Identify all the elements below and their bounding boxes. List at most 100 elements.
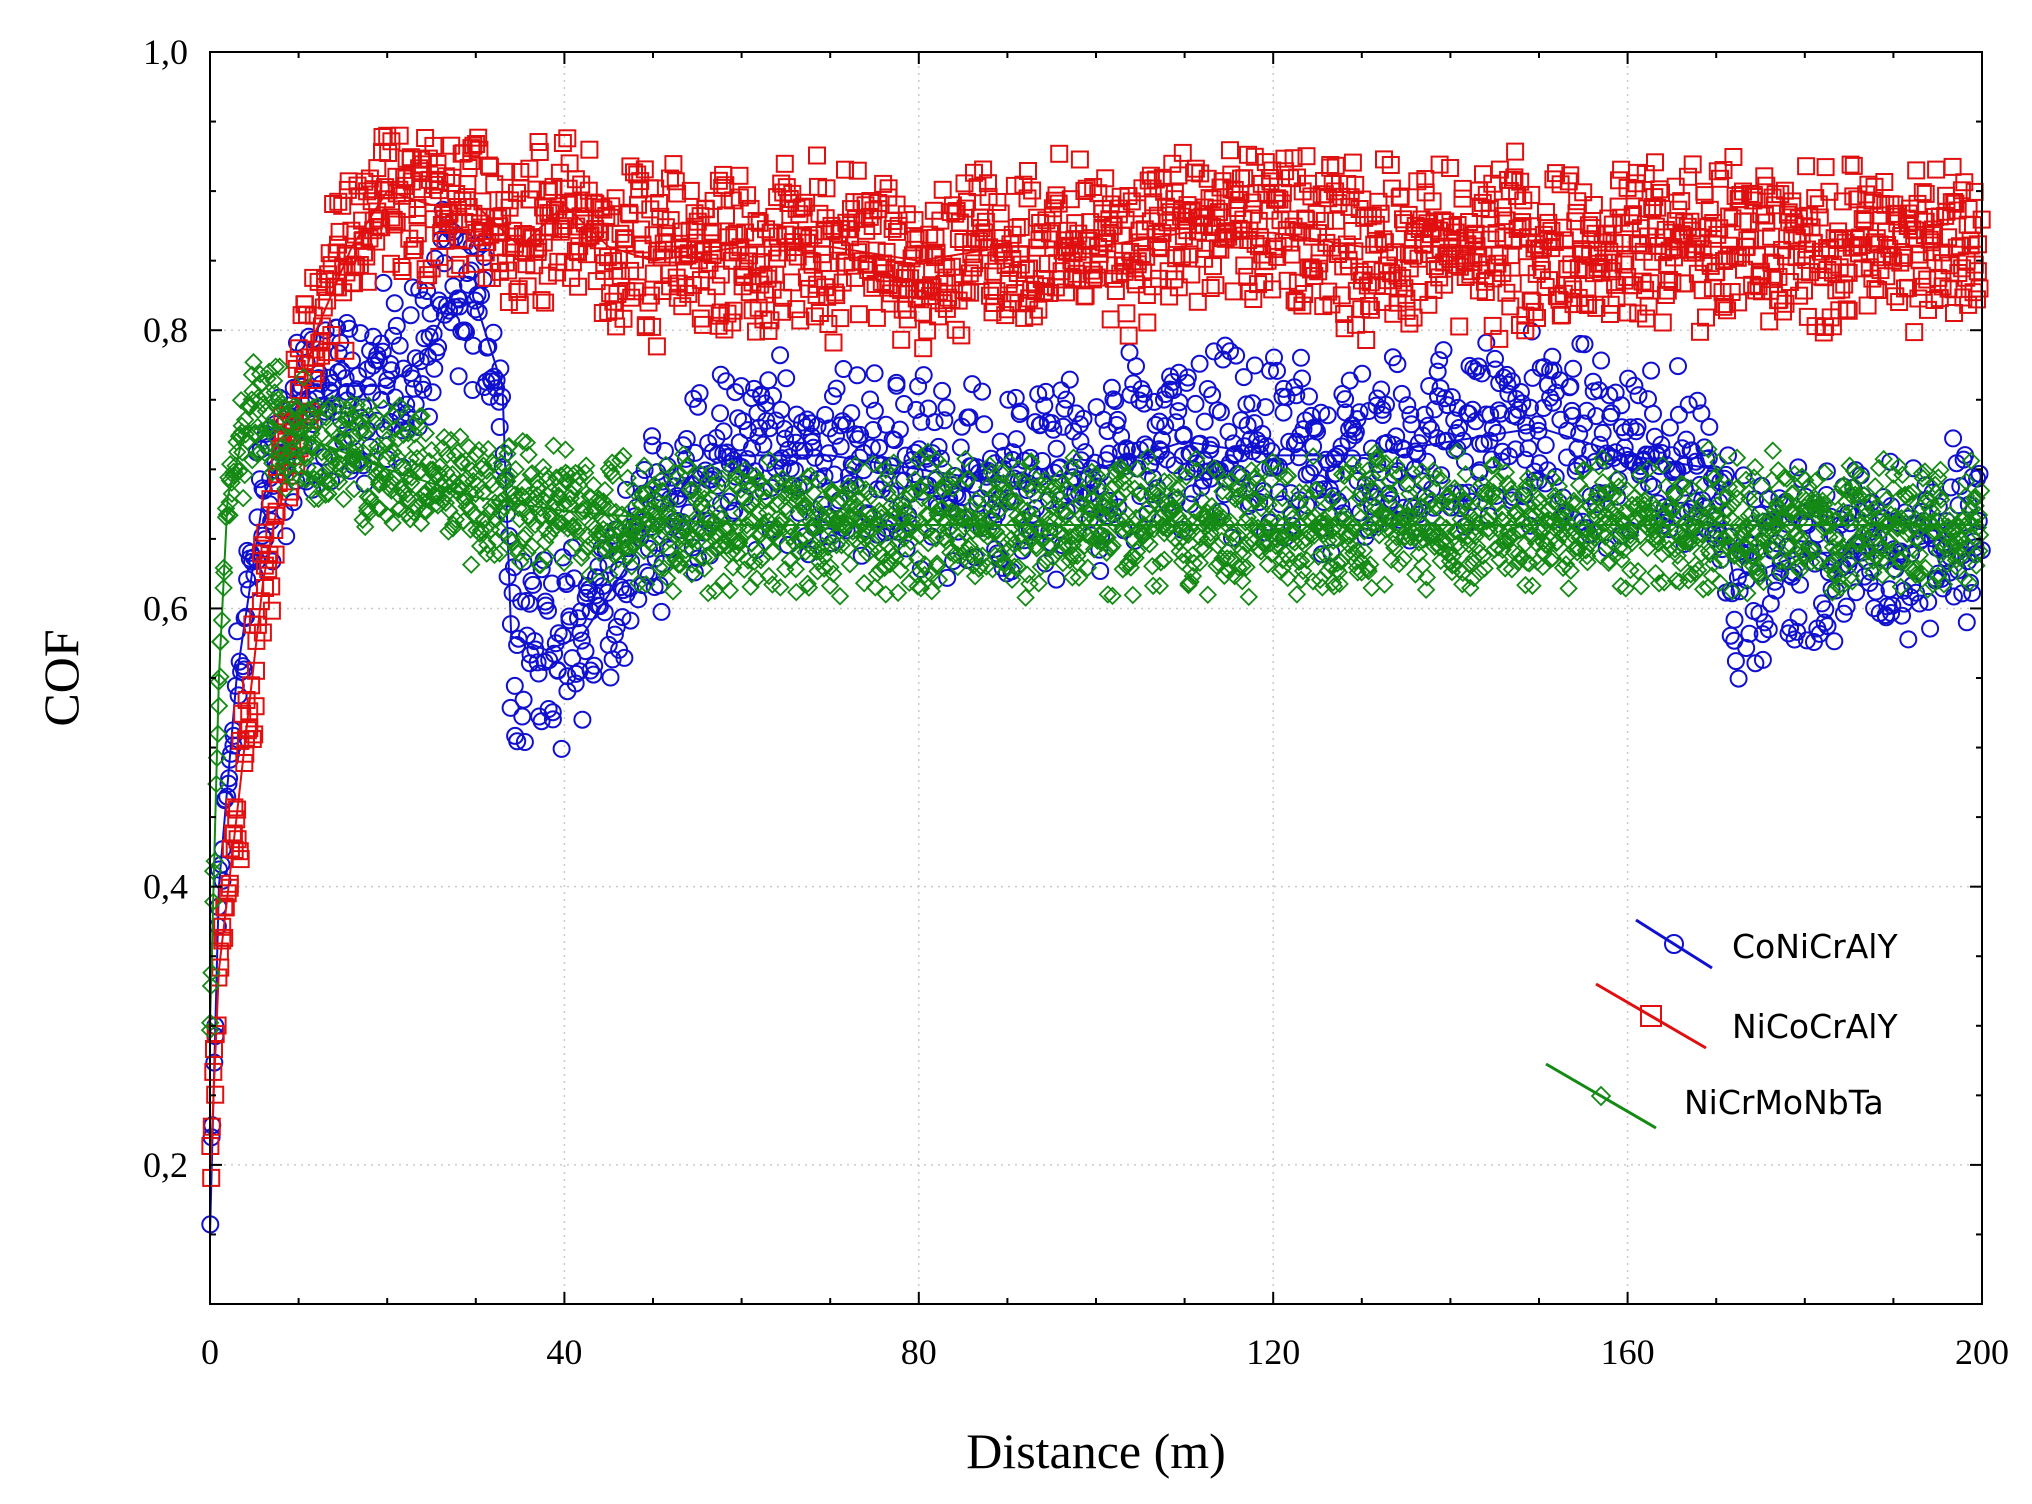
data-point: [1839, 263, 1858, 282]
data-point: [216, 508, 236, 527]
data-point: [515, 477, 535, 497]
data-point: [522, 228, 541, 247]
data-point: [1087, 268, 1106, 287]
data-point: [1501, 479, 1520, 499]
data-point: [911, 578, 931, 598]
data-point: [360, 503, 379, 522]
data-point: [1371, 204, 1390, 223]
data-point: [775, 154, 794, 173]
data-point: [720, 581, 740, 600]
data-point: [566, 170, 585, 189]
data-point: [647, 337, 666, 356]
data-point: [637, 563, 656, 582]
data-point: [519, 445, 538, 465]
data-point: [1245, 356, 1264, 375]
data-point: [1269, 535, 1288, 554]
data-point: [1734, 466, 1753, 485]
data-point: [1287, 585, 1307, 604]
data-point: [591, 568, 610, 587]
data-point: [1544, 512, 1564, 532]
data-point: [1543, 468, 1562, 488]
data-point: [907, 565, 926, 585]
data-point: [1474, 165, 1492, 184]
data-point: [1273, 488, 1292, 508]
data-point: [1169, 166, 1188, 185]
data-point: [532, 291, 551, 310]
data-point: [814, 453, 833, 472]
data-point: [508, 732, 527, 751]
data-point: [986, 522, 1006, 542]
data-point: [499, 436, 519, 456]
data-point: [318, 343, 337, 362]
data-point: [316, 321, 335, 340]
data-point: [627, 526, 646, 545]
data-point: [775, 420, 794, 438]
data-point: [1403, 464, 1423, 483]
data-point: [1673, 439, 1692, 458]
data-point: [589, 557, 608, 576]
data-point: [697, 288, 716, 307]
data-point: [218, 884, 237, 903]
data-point: [525, 632, 544, 651]
data-point: [999, 274, 1018, 293]
data-point: [1327, 211, 1346, 230]
data-point: [999, 541, 1018, 560]
data-point: [1544, 492, 1563, 511]
series-conicraly: [201, 200, 1991, 1235]
data-point: [1367, 450, 1387, 470]
data-point: [553, 134, 572, 152]
data-point: [1729, 293, 1748, 312]
data-point: [937, 259, 956, 278]
data-point: [1777, 247, 1795, 266]
data-point: [830, 586, 850, 606]
data-point: [1215, 473, 1234, 492]
data-point: [1598, 495, 1617, 514]
data-point: [1201, 523, 1220, 543]
data-point: [703, 246, 722, 264]
data-point: [473, 483, 493, 503]
data-point: [1506, 142, 1525, 161]
data-point: [1533, 557, 1553, 577]
data-point: [1395, 453, 1414, 472]
data-point: [964, 556, 983, 575]
data-point: [1592, 351, 1611, 370]
data-point: [635, 461, 654, 479]
data-point: [1366, 443, 1385, 462]
data-point: [1593, 423, 1612, 442]
data-point: [374, 399, 393, 418]
data-point: [978, 521, 998, 541]
data-point: [470, 140, 489, 159]
data-point: [1916, 184, 1935, 203]
data-point: [1386, 455, 1406, 475]
data-point: [869, 200, 888, 219]
data-point: [1138, 447, 1158, 466]
data-point: [392, 398, 411, 418]
data-point: [656, 455, 676, 475]
data-point: [667, 463, 686, 483]
data-point: [1559, 579, 1578, 598]
data-point: [1335, 305, 1354, 323]
data-point: [384, 468, 404, 488]
data-point: [1091, 480, 1110, 500]
data-point: [569, 277, 588, 296]
data-point: [682, 564, 701, 584]
data-point: [908, 577, 927, 596]
data-point: [1324, 577, 1344, 596]
data-point: [1506, 440, 1525, 459]
data-point: [1119, 553, 1138, 572]
data-point: [1051, 524, 1070, 543]
data-point: [1004, 534, 1023, 554]
data-point: [1394, 210, 1412, 229]
data-point: [343, 454, 362, 474]
data-point: [833, 273, 852, 292]
data-point: [312, 424, 332, 444]
data-point: [1344, 419, 1363, 438]
data-point: [837, 415, 856, 434]
data-point: [476, 243, 495, 262]
data-point: [1239, 145, 1257, 164]
data-point: [874, 174, 893, 193]
data-point: [1216, 336, 1235, 355]
data-point: [831, 309, 850, 328]
data-point: [1233, 571, 1252, 591]
data-point: [1002, 570, 1022, 589]
